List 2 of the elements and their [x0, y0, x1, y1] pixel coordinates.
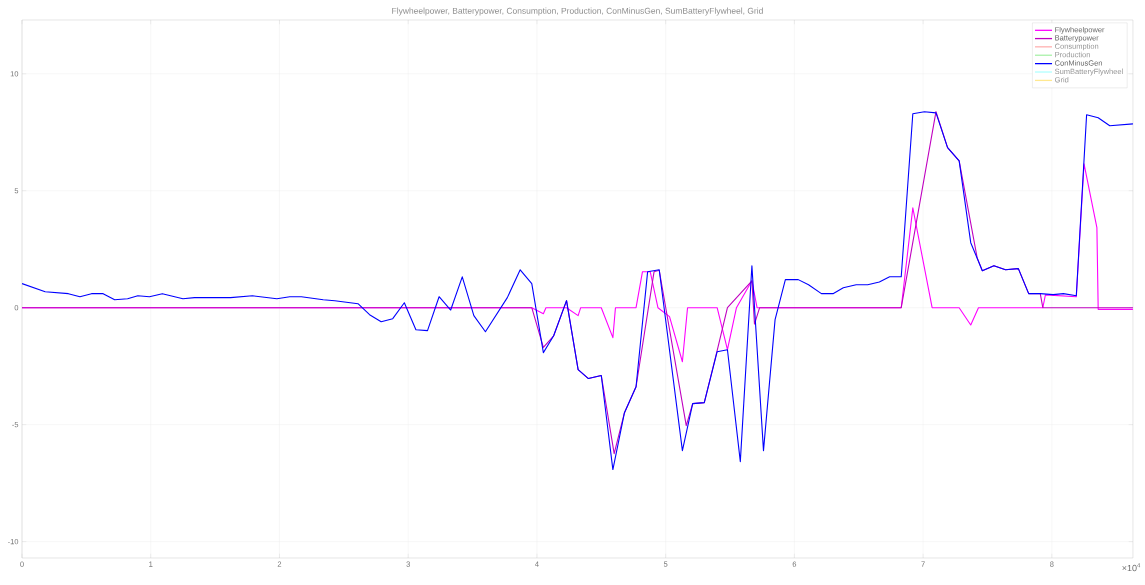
chart-title: Flywheelpower, Batterypower, Consumption, Production, ConMinusGen, SumBatteryFlywheel, Grid — [392, 7, 763, 16]
text: ×10$^{4}$ — [1122, 563, 1141, 572]
